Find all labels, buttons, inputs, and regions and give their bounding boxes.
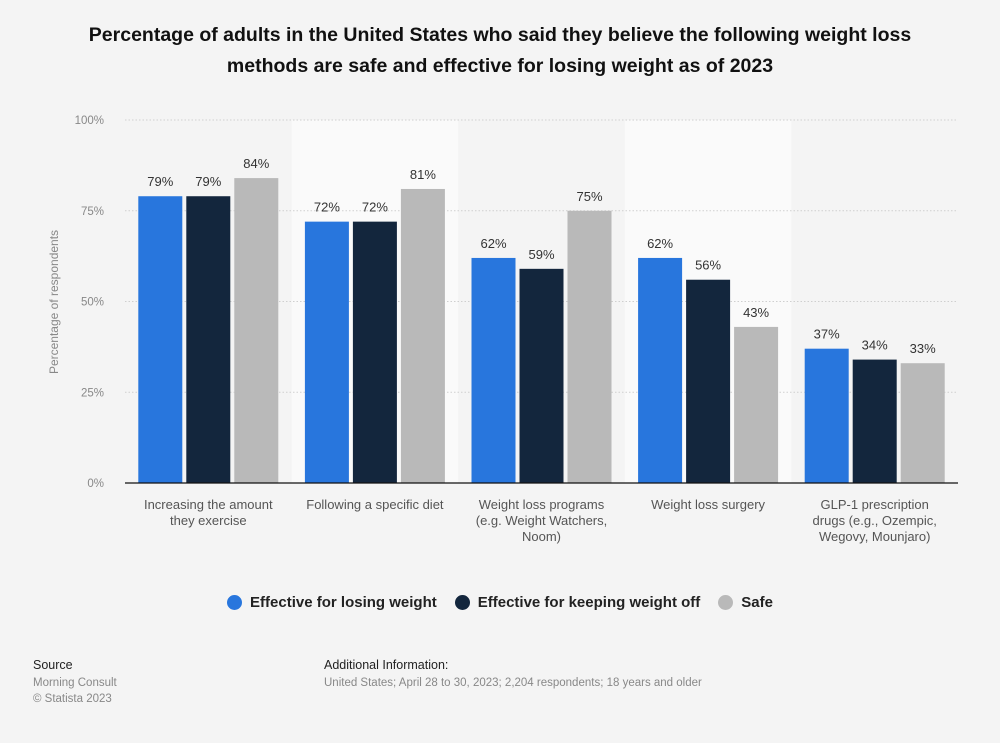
legend-item-effective-losing[interactable]: Effective for losing weight (227, 594, 437, 611)
data-label: 56% (695, 258, 721, 273)
bar-chart: 0% 25% 50% 75% 100% Percentage of respondents… (47, 115, 958, 544)
bar (400, 188, 445, 483)
data-label: 75% (576, 189, 602, 204)
legend-label: Safe (741, 594, 773, 611)
data-label: 62% (647, 236, 673, 251)
bar (234, 178, 279, 483)
bar (734, 326, 779, 483)
y-tick-label: 50% (81, 297, 104, 309)
bar (304, 221, 349, 483)
bar (471, 257, 516, 483)
bar (804, 348, 849, 483)
data-label: 33% (910, 341, 936, 356)
bar (638, 257, 683, 483)
y-tick-label: 100% (75, 115, 104, 127)
bar (900, 363, 945, 483)
data-label: 62% (480, 236, 506, 251)
y-axis-label: Percentage of respondents (47, 230, 61, 374)
legend-dot-icon (227, 595, 243, 610)
x-tick-label: Weight loss programs (479, 497, 605, 512)
legend-label: Effective for keeping weight off (477, 594, 701, 611)
x-tick-label: Following a specific diet (306, 497, 444, 512)
data-label: 79% (195, 174, 221, 189)
data-label: 59% (528, 247, 554, 262)
legend-item-effective-keeping[interactable]: Effective for keeping weight off (454, 594, 701, 611)
x-tick-label: (e.g. Weight Watchers, (476, 513, 608, 528)
x-tick-label: Noom) (522, 529, 561, 544)
additional-info-text: United States; April 28 to 30, 2023; 2,2… (324, 677, 702, 689)
bar (186, 196, 231, 484)
data-label: 79% (147, 174, 173, 189)
chart-title: Percentage of adults in the United State… (88, 24, 912, 77)
x-tick-label: they exercise (170, 513, 247, 528)
data-label: 72% (314, 200, 340, 215)
source-label: Source (33, 658, 73, 672)
data-label: 81% (410, 167, 436, 182)
x-tick-label: GLP-1 prescription (821, 497, 929, 512)
data-label: 84% (243, 156, 269, 171)
data-label: 43% (743, 305, 769, 320)
x-tick-label: Increasing the amount (144, 497, 273, 512)
legend: Effective for losing weight Effective fo… (0, 594, 1000, 611)
source-text: Morning Consult © Statista 2023 (33, 675, 117, 707)
copyright: © Statista 2023 (33, 693, 112, 705)
legend-dot-icon (454, 595, 470, 610)
x-tick-label: drugs (e.g., Ozempic, (813, 513, 937, 528)
bar (567, 210, 612, 483)
source-name[interactable]: Morning Consult (33, 677, 117, 689)
legend-dot-icon (718, 595, 734, 610)
bar (138, 196, 183, 484)
x-tick-label: Wegovy, Mounjaro) (819, 529, 931, 544)
additional-info-label: Additional Information: (324, 658, 449, 672)
bar (519, 268, 564, 483)
legend-item-safe[interactable]: Safe (718, 594, 773, 611)
y-tick-label: 0% (87, 478, 104, 490)
y-tick-label: 25% (81, 387, 104, 399)
x-tick-label: Weight loss surgery (651, 497, 765, 512)
bar (686, 279, 731, 483)
data-label: 34% (862, 338, 888, 353)
bar (352, 221, 397, 483)
y-tick-label: 75% (81, 206, 104, 218)
data-label: 37% (814, 327, 840, 342)
data-label: 72% (362, 200, 388, 215)
bar (852, 359, 897, 483)
legend-label: Effective for losing weight (250, 594, 437, 611)
